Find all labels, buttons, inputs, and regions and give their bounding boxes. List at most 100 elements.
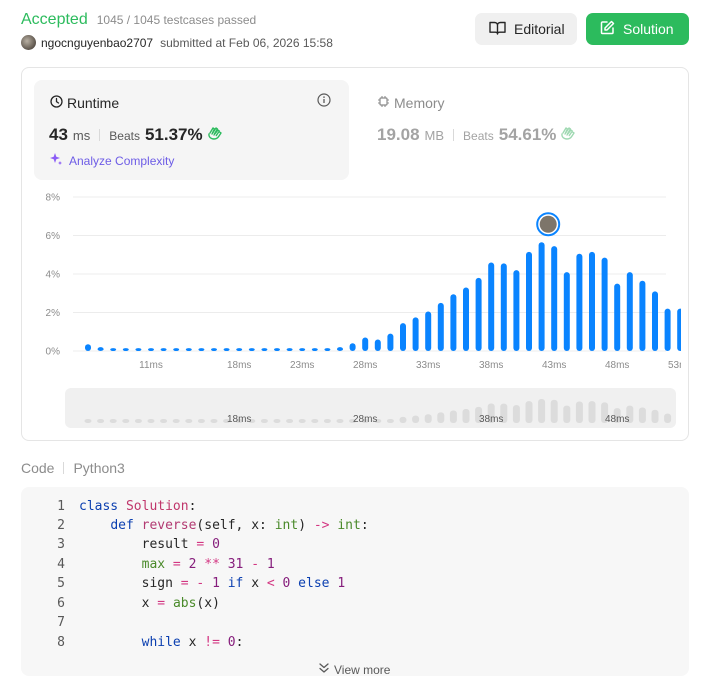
divider xyxy=(99,129,101,141)
runtime-card[interactable]: Runtime 43 ms Beats 51.37% Analyze Compl… xyxy=(34,80,349,180)
mini-bar xyxy=(512,405,520,423)
submission-status: Accepted 1045 / 1045 testcases passed xyxy=(21,11,256,29)
mini-bar xyxy=(349,419,357,423)
memory-title[interactable]: Memory xyxy=(377,95,445,111)
info-icon[interactable] xyxy=(317,93,331,112)
mini-bar xyxy=(651,409,659,423)
mini-bar xyxy=(550,399,558,423)
bar xyxy=(148,348,154,351)
divider xyxy=(63,462,65,474)
bar xyxy=(463,287,469,351)
bar xyxy=(135,348,142,351)
view-more-label: View more xyxy=(334,662,391,676)
submitted-time: submitted at Feb 06, 2026 15:58 xyxy=(160,35,333,50)
bar xyxy=(223,348,230,351)
runtime-beats-percent: 51.37% xyxy=(144,125,203,144)
bar xyxy=(160,348,167,351)
book-icon xyxy=(489,21,506,38)
username-link[interactable]: ngocnguyenbao2707 xyxy=(41,35,154,50)
memory-value: 19.08 xyxy=(377,125,420,144)
analyze-complexity-link[interactable]: Analyze Complexity xyxy=(49,152,174,169)
sparkle-icon xyxy=(49,152,63,169)
y-tick-label: 6% xyxy=(46,231,61,242)
mini-bar xyxy=(613,408,621,423)
runtime-distribution-chart[interactable]: 0% 2% 4% 6% 8% 11ms 18ms 23ms 28ms 33ms 38ms 43ms 48… xyxy=(21,185,681,375)
mini-bar xyxy=(588,401,596,423)
y-tick-label: 0% xyxy=(46,347,61,358)
chart-range-scrubber[interactable]: 18ms 28ms 38ms 48ms xyxy=(65,388,676,428)
editorial-label: Editorial xyxy=(514,21,565,37)
editorial-button[interactable]: Editorial xyxy=(475,13,577,45)
language-label: Python3 xyxy=(73,460,125,476)
mini-bar xyxy=(601,402,609,423)
bar xyxy=(652,291,658,351)
code-text: class Solution: xyxy=(79,499,197,514)
y-tick-label: 2% xyxy=(46,308,61,319)
bar xyxy=(85,344,91,351)
mini-bar xyxy=(248,419,256,423)
mini-bar xyxy=(97,419,105,423)
bar xyxy=(337,347,343,351)
code-tab[interactable]: Code xyxy=(21,460,55,476)
mini-bar xyxy=(475,406,483,423)
bar xyxy=(211,348,217,351)
scrubber-tick-label: 28ms xyxy=(353,414,377,425)
bar xyxy=(362,337,369,351)
mini-bar xyxy=(223,419,231,423)
clock-icon xyxy=(50,95,63,111)
scrubber-mini-chart: 18ms 28ms 38ms 48ms xyxy=(84,399,672,425)
solution-label: Solution xyxy=(623,21,674,37)
mini-bar xyxy=(374,419,382,423)
solution-button[interactable]: Solution xyxy=(586,13,689,45)
bar xyxy=(626,272,633,351)
bar xyxy=(576,253,583,351)
x-tick-label: 28ms xyxy=(353,360,377,371)
code-line: 8 while x != 0: xyxy=(21,633,243,653)
mini-bar xyxy=(462,408,470,423)
bar xyxy=(551,246,558,351)
clap-hands-icon xyxy=(207,125,223,145)
code-block[interactable]: 1 class Solution: 2 def reverse(self, x:… xyxy=(21,487,689,676)
bar xyxy=(374,339,381,351)
code-header: Code Python3 xyxy=(21,460,125,476)
mini-bar xyxy=(122,419,130,423)
clap-hands-icon xyxy=(560,125,576,145)
bar xyxy=(349,343,356,351)
scrubber-tick-label: 48ms xyxy=(605,414,629,425)
runtime-label: Runtime xyxy=(67,95,120,111)
bar xyxy=(563,272,570,351)
mini-bar xyxy=(525,401,533,423)
avatar xyxy=(539,215,557,233)
mini-bar xyxy=(487,403,495,423)
bar xyxy=(601,257,608,351)
bar xyxy=(261,348,268,351)
mini-bar xyxy=(500,403,508,423)
bar xyxy=(324,348,331,351)
memory-beats-percent: 54.61% xyxy=(498,125,557,144)
code-line: 5 sign = - 1 if x < 0 else 1 xyxy=(21,574,345,594)
scrubber-tick-label: 18ms xyxy=(227,414,251,425)
scrubber-tick-label: 38ms xyxy=(479,414,503,425)
memory-metric[interactable]: 19.08 MB Beats 54.61% xyxy=(377,125,576,145)
code-text: x = abs(x) xyxy=(141,596,220,611)
mini-bar xyxy=(286,419,294,423)
bar xyxy=(274,348,280,351)
bar xyxy=(299,348,306,351)
mini-bar xyxy=(361,419,369,423)
edit-icon xyxy=(600,20,615,38)
mini-bar xyxy=(147,419,155,423)
line-number: 8 xyxy=(57,635,65,650)
x-tick-label: 43ms xyxy=(542,360,566,371)
runtime-title: Runtime xyxy=(50,95,119,111)
submission-meta: ngocnguyenbao2707 submitted at Feb 06, 2… xyxy=(21,35,333,50)
bar xyxy=(450,294,457,351)
bar xyxy=(412,317,419,351)
mini-bar xyxy=(109,419,117,423)
view-more-button[interactable]: View more xyxy=(318,662,390,676)
bar xyxy=(122,348,129,351)
line-number: 3 xyxy=(57,537,65,552)
runtime-unit: ms xyxy=(72,128,91,143)
bar xyxy=(198,348,205,351)
mini-bar xyxy=(273,419,281,423)
avatar[interactable] xyxy=(21,35,36,50)
